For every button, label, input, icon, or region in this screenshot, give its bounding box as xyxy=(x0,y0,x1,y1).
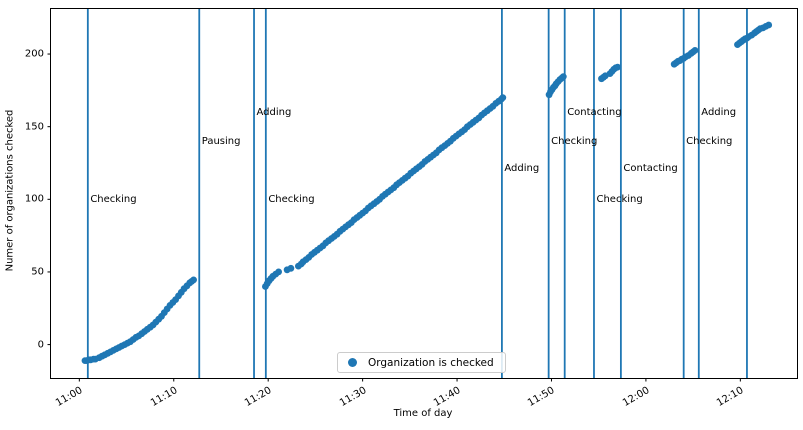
data-point xyxy=(765,21,773,29)
data-point xyxy=(190,276,198,284)
legend-label: Organization is checked xyxy=(368,356,494,369)
data-point xyxy=(614,63,621,71)
legend: Organization is checked xyxy=(337,352,506,373)
vline-annotation-checking: Checking xyxy=(686,135,733,147)
vline-annotation-pausing: Pausing xyxy=(201,135,241,147)
y-tick-label: 0 xyxy=(37,339,44,351)
data-point xyxy=(559,73,567,80)
x-tick-label: 11:20 xyxy=(243,385,274,409)
y-tick-label: 50 xyxy=(31,266,44,278)
vline-annotation-contacting: Contacting xyxy=(567,106,622,118)
x-tick-label: 11:30 xyxy=(337,385,369,409)
data-point xyxy=(499,94,507,101)
x-tick-label: 11:00 xyxy=(54,385,85,409)
data-point xyxy=(691,47,699,54)
vline-annotation-checking: Checking xyxy=(551,135,598,147)
x-tick-label: 11:50 xyxy=(526,385,557,409)
vline-annotation-adding: Adding xyxy=(256,106,292,118)
x-tick-label: 12:00 xyxy=(620,385,652,409)
y-tick-label: 200 xyxy=(24,48,44,60)
data-point xyxy=(287,264,295,272)
vline-annotation-adding: Adding xyxy=(504,163,540,175)
vline-annotation-checking: Checking xyxy=(596,193,643,205)
vline-annotation-checking: Checking xyxy=(90,193,137,205)
vline-annotation-adding: Adding xyxy=(701,106,737,118)
vline-annotation-contacting: Contacting xyxy=(623,163,678,175)
y-axis-title: Numer of organizations checked xyxy=(4,109,16,272)
plot-area: Organization is checked 11:00 11:10 11:20 1… xyxy=(25,8,798,409)
x-tick-label: 12:10 xyxy=(715,385,746,409)
x-tick-label: 11:10 xyxy=(148,385,180,409)
x-tick-label: 11:40 xyxy=(432,385,463,409)
x-axis-title: Time of day xyxy=(393,408,453,419)
scatter-marker-icon xyxy=(348,358,357,367)
y-tick-label: 100 xyxy=(24,193,44,205)
vline-annotation-checking: Checking xyxy=(268,193,315,205)
data-point xyxy=(275,268,282,276)
y-tick-label: 150 xyxy=(24,121,44,133)
scatter-plot-canvas xyxy=(47,9,773,382)
